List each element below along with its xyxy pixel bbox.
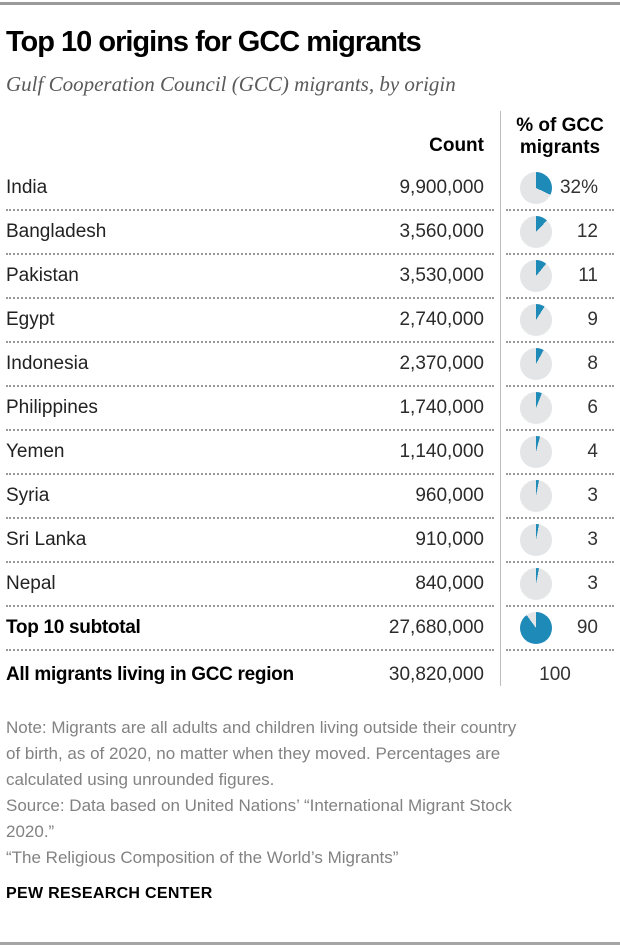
row-percent: 3: [587, 573, 598, 594]
row-count: 2,370,000: [399, 353, 484, 374]
row-label: Indonesia: [6, 353, 89, 374]
row-count: 1,740,000: [399, 397, 484, 418]
column-header-count: Count: [429, 135, 484, 156]
pie-chart-icon: [520, 392, 552, 424]
pie-chart-icon: [520, 304, 552, 336]
row-percent: 4: [587, 441, 598, 462]
note-text: of birth, as of 2020, no matter when the…: [6, 744, 501, 763]
table-row: Yemen 1,140,000 4: [6, 431, 614, 475]
bottom-rule: [0, 942, 620, 945]
row-label: Syria: [6, 485, 50, 506]
row-percent: 3: [587, 485, 598, 506]
pie-chart-icon: [520, 436, 552, 468]
row-count: 30,820,000: [388, 664, 484, 685]
table-row-total: All migrants living in GCC region 30,820,…: [6, 651, 614, 699]
footer: Note: Migrants are all adults and childr…: [6, 715, 614, 903]
table-row: Indonesia 2,370,000 8: [6, 343, 614, 387]
row-count: 2,740,000: [399, 309, 484, 330]
row-count: 3,560,000: [399, 221, 484, 242]
row-label: Bangladesh: [6, 221, 107, 242]
table-row: Syria 960,000 3: [6, 475, 614, 519]
pie-chart-icon: [520, 216, 552, 248]
row-percent: 3: [587, 529, 598, 550]
table-row-subtotal: Top 10 subtotal 27,680,000 90: [6, 607, 614, 651]
row-label: Pakistan: [6, 265, 79, 286]
table-row: India 9,900,000 32%: [6, 167, 614, 211]
page-title: Top 10 origins for GCC migrants: [6, 26, 422, 58]
row-percent: 6: [587, 397, 598, 418]
row-label: All migrants living in GCC region: [6, 664, 294, 685]
pie-chart-icon: [520, 260, 552, 292]
pie-chart-icon: [520, 348, 552, 380]
pie-chart-icon: [520, 524, 552, 556]
row-count: 960,000: [415, 485, 484, 506]
column-header-percent: % of GCC migrants: [516, 115, 604, 158]
row-percent: 9: [587, 309, 598, 330]
source-text: Source: Data based on United Nations’ “I…: [6, 796, 512, 815]
table-row: Philippines 1,740,000 6: [6, 387, 614, 431]
row-label: Egypt: [6, 309, 55, 330]
top-rule: [0, 2, 620, 5]
note-text: Note: Migrants are all adults and childr…: [6, 718, 517, 737]
pie-chart-icon: [520, 172, 552, 204]
row-percent: 8: [587, 353, 598, 374]
column-divider-line: [500, 111, 501, 686]
table-row: Bangladesh 3,560,000 12: [6, 211, 614, 255]
report-title-text: “The Religious Composition of the World’…: [6, 848, 399, 867]
table-row: Egypt 2,740,000 9: [6, 299, 614, 343]
row-percent: 100: [539, 664, 571, 685]
pie-chart-icon: [520, 568, 552, 600]
row-percent: 12: [576, 221, 598, 242]
row-percent: 11: [578, 265, 598, 286]
table-row: Nepal 840,000 3: [6, 563, 614, 607]
row-label: Sri Lanka: [6, 529, 87, 550]
pew-research-center-wordmark: PEW RESEARCH CENTER: [6, 885, 213, 902]
row-label: Philippines: [6, 397, 98, 418]
page-subtitle: Gulf Cooperation Council (GCC) migrants,…: [6, 72, 456, 96]
row-label: Top 10 subtotal: [6, 617, 141, 638]
note-text: calculated using unrounded figures.: [6, 770, 275, 789]
row-count: 3,530,000: [399, 265, 484, 286]
row-count: 9,900,000: [399, 177, 484, 198]
row-percent: 32%: [559, 177, 598, 198]
row-count: 910,000: [415, 529, 484, 550]
pie-chart-icon: [520, 480, 552, 512]
row-label: Nepal: [6, 573, 56, 594]
table-header-row: Count % of GCC migrants: [6, 109, 614, 167]
source-text: 2020.”: [6, 822, 55, 841]
pie-chart-icon: [520, 612, 552, 644]
row-percent: 90: [576, 617, 598, 638]
row-label: Yemen: [6, 441, 65, 462]
row-count: 1,140,000: [399, 441, 484, 462]
data-table: Count % of GCC migrants India 9,900,000 32…: [6, 109, 614, 699]
row-count: 27,680,000: [388, 617, 484, 638]
table-row: Sri Lanka 910,000 3: [6, 519, 614, 563]
table-row: Pakistan 3,530,000 11: [6, 255, 614, 299]
row-count: 840,000: [415, 573, 484, 594]
row-label: India: [6, 177, 48, 198]
